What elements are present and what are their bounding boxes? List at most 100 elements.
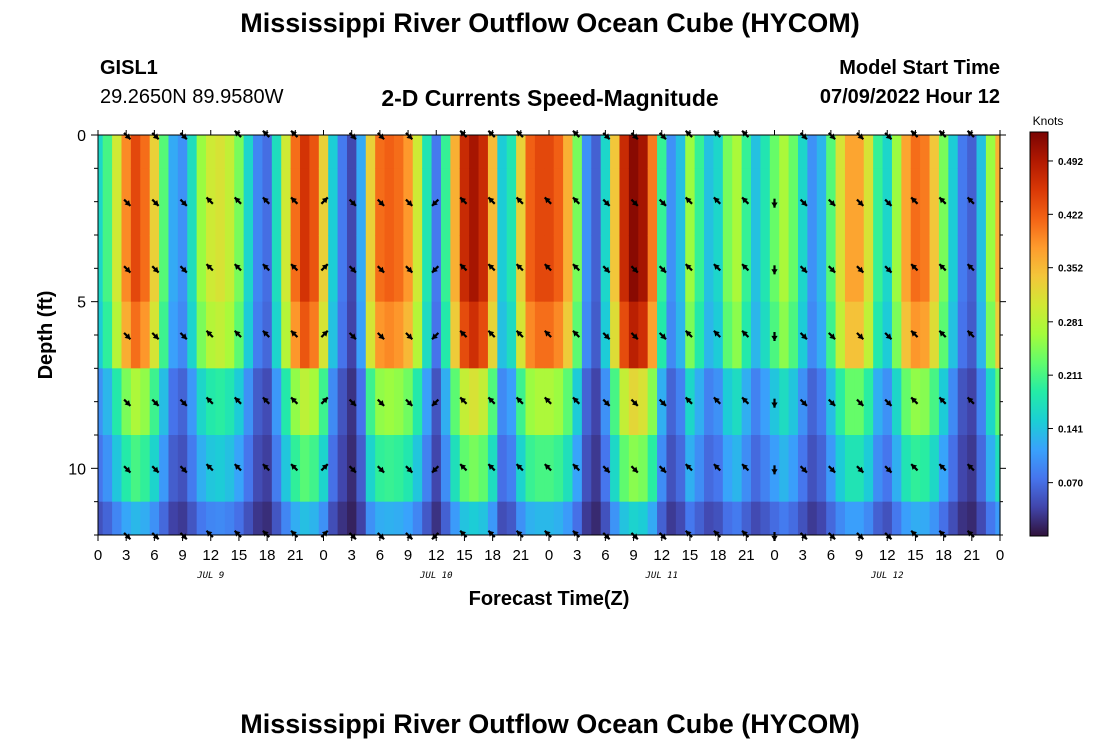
current-arrow-head bbox=[771, 402, 778, 408]
heatmap-cell bbox=[375, 135, 386, 169]
heatmap-cell bbox=[948, 168, 959, 236]
heatmap-cell bbox=[657, 501, 668, 536]
heatmap-cell bbox=[779, 435, 790, 503]
model-start-value: 07/09/2022 Hour 12 bbox=[819, 86, 1000, 108]
heatmap-cell bbox=[638, 435, 649, 503]
heatmap-cell bbox=[98, 301, 104, 369]
heatmap-cell bbox=[98, 168, 104, 236]
current-arrow-head bbox=[939, 464, 946, 470]
heatmap-cell bbox=[647, 368, 658, 436]
heatmap-cell bbox=[619, 435, 630, 503]
current-arrow-head bbox=[771, 335, 778, 341]
heatmap-cell bbox=[187, 135, 198, 169]
heatmap-cell bbox=[516, 501, 527, 536]
heatmap-cell bbox=[215, 501, 226, 536]
heatmap-cell bbox=[506, 501, 517, 536]
heatmap-cell bbox=[807, 135, 818, 169]
heatmap-cell bbox=[563, 168, 574, 236]
heatmap-cell bbox=[581, 235, 592, 303]
heatmap-cell bbox=[694, 301, 705, 369]
heatmap-cell bbox=[281, 301, 292, 369]
heatmap-cell bbox=[478, 368, 489, 436]
heatmap-cell bbox=[882, 501, 893, 536]
heatmap-cell bbox=[760, 501, 771, 536]
heatmap-cell bbox=[309, 501, 320, 536]
heatmap-cell bbox=[112, 368, 123, 436]
heatmap-cell bbox=[760, 168, 771, 236]
heatmap-cell bbox=[187, 501, 198, 536]
heatmap-cell bbox=[891, 168, 902, 236]
heatmap-cell bbox=[863, 501, 874, 536]
heatmap-cell bbox=[224, 301, 235, 369]
heatmap-cell bbox=[393, 235, 404, 303]
current-arrow-head bbox=[406, 466, 413, 473]
heatmap-cell bbox=[534, 135, 545, 169]
current-arrow-head bbox=[801, 266, 807, 273]
heatmap-cell bbox=[356, 235, 367, 303]
heatmap-cell bbox=[581, 168, 592, 236]
heatmap-cell bbox=[929, 501, 940, 536]
heatmap-cell bbox=[384, 168, 395, 236]
heatmap-cell bbox=[196, 368, 207, 436]
current-arrow-head bbox=[234, 197, 241, 204]
current-arrow-head bbox=[291, 264, 297, 270]
heatmap-cell bbox=[751, 135, 762, 169]
heatmap-cell bbox=[722, 168, 733, 236]
heatmap-cell bbox=[98, 501, 104, 536]
heatmap-cell bbox=[112, 435, 123, 503]
heatmap-cell bbox=[112, 135, 123, 169]
current-arrow-head bbox=[152, 333, 159, 340]
heatmap-cell bbox=[891, 135, 902, 169]
current-arrow-head bbox=[572, 464, 579, 470]
heatmap-cell bbox=[610, 135, 621, 169]
heatmap-cell bbox=[647, 235, 658, 303]
heatmap-cell bbox=[891, 368, 902, 436]
heatmap-cell bbox=[309, 368, 320, 436]
current-arrow-head bbox=[713, 464, 720, 470]
current-arrow-head bbox=[488, 330, 495, 337]
current-arrow-head bbox=[406, 400, 413, 406]
current-arrow-head bbox=[488, 197, 495, 204]
heatmap-cell bbox=[957, 435, 968, 503]
current-arrow-head bbox=[967, 464, 974, 470]
heatmap-cell bbox=[807, 235, 818, 303]
heatmap-cell bbox=[675, 435, 686, 503]
current-arrow-head bbox=[291, 397, 297, 404]
heatmap-cell bbox=[675, 235, 686, 303]
current-arrow-head bbox=[406, 266, 413, 273]
heatmap-cell bbox=[873, 135, 884, 169]
current-arrow-head bbox=[321, 464, 328, 470]
heatmap-cell bbox=[506, 435, 517, 503]
heatmap-cell bbox=[929, 135, 940, 169]
x-tick-label: 9 bbox=[855, 547, 863, 564]
heatmap-cell bbox=[271, 368, 282, 436]
heatmap-cell bbox=[253, 301, 264, 369]
heatmap-cell bbox=[102, 235, 113, 303]
heatmap-cell bbox=[422, 168, 433, 236]
current-arrow-head bbox=[152, 466, 159, 473]
heatmap-cell bbox=[553, 168, 564, 236]
x-tick-label: 3 bbox=[348, 547, 356, 564]
heatmap-cell bbox=[788, 368, 799, 436]
current-arrow-head bbox=[939, 264, 946, 270]
x-tick-label: 6 bbox=[601, 547, 609, 564]
heatmap-cell bbox=[478, 168, 489, 236]
heatmap-cell bbox=[591, 168, 602, 236]
heatmap-cell bbox=[224, 368, 235, 436]
current-arrow-head bbox=[801, 333, 807, 340]
heatmap-cell bbox=[478, 135, 489, 169]
heatmap-cell bbox=[985, 135, 996, 169]
heatmap-cell bbox=[422, 435, 433, 503]
heatmap-cell bbox=[469, 168, 480, 236]
current-arrow-head bbox=[829, 266, 836, 273]
current-arrow-head bbox=[572, 330, 579, 337]
heatmap-cell bbox=[431, 135, 442, 169]
heatmap-cell bbox=[891, 301, 902, 369]
heatmap-cell bbox=[393, 501, 404, 536]
heatmap-cell bbox=[168, 301, 179, 369]
x-tick-label: 21 bbox=[287, 547, 304, 564]
heatmap-cell bbox=[159, 135, 170, 169]
heatmap-cell bbox=[816, 135, 827, 169]
heatmap-cell bbox=[967, 501, 978, 536]
current-arrow-head bbox=[460, 264, 467, 270]
